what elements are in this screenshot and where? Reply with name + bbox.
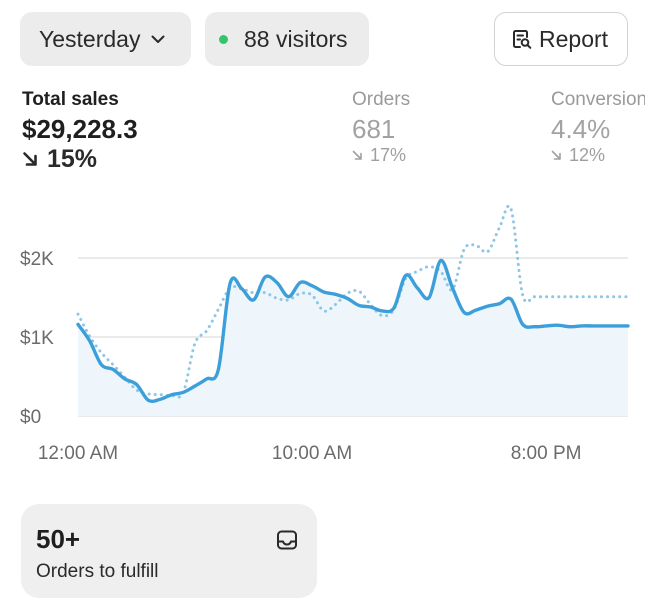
report-button[interactable]: Report	[494, 12, 628, 66]
orders-to-fulfill-card[interactable]: 50+ Orders to fulfill	[21, 504, 317, 598]
current-series-line	[76, 258, 630, 403]
metric-conversion[interactable]: Conversion 4.4% 12%	[551, 88, 645, 166]
report-search-icon	[511, 28, 533, 50]
metric-value: 681	[352, 114, 396, 144]
x-tick-label: 12:00 AM	[38, 443, 118, 464]
date-range-dropdown[interactable]: Yesterday	[20, 12, 191, 66]
y-tick-label: $1K	[20, 328, 54, 349]
fulfill-count: 50+	[36, 524, 81, 554]
live-status-dot	[219, 34, 228, 44]
metric-label: Orders	[352, 89, 411, 110]
metric-value: 4.4%	[551, 114, 611, 144]
metric-delta: 15%	[22, 145, 138, 174]
metric-delta: 12%	[551, 145, 645, 166]
metric-label: Total sales	[22, 89, 119, 110]
sales-line-chart[interactable]: $0 $1K $2K 12:00 AM 10:00 AM 8:00 PM	[0, 200, 645, 480]
x-tick-label: 10:00 AM	[272, 443, 352, 464]
arrow-down-right-icon	[23, 152, 37, 166]
metric-delta: 17%	[352, 145, 410, 166]
metric-value: $29,228.3	[22, 114, 138, 144]
visitors-label: 88 visitors	[244, 25, 348, 52]
comparison-series-line	[76, 204, 630, 399]
y-tick-label: $0	[20, 407, 41, 428]
chevron-down-icon	[151, 35, 165, 44]
metric-orders[interactable]: Orders 681 17%	[352, 88, 410, 166]
x-tick-label: 8:00 PM	[511, 443, 582, 464]
arrow-down-right-icon	[352, 150, 362, 160]
metric-delta-value: 17%	[370, 145, 407, 165]
metric-delta-value: 12%	[569, 145, 606, 165]
report-label: Report	[539, 25, 609, 52]
metric-delta-value: 15%	[47, 145, 98, 173]
fulfill-label: Orders to fulfill	[36, 561, 159, 582]
metric-label: Conversion	[551, 89, 645, 110]
sales-area-fill	[78, 260, 628, 416]
live-visitors-pill[interactable]: 88 visitors	[205, 12, 369, 66]
y-tick-label: $2K	[20, 249, 54, 270]
metric-total-sales[interactable]: Total sales $29,228.3 15%	[22, 88, 138, 174]
arrow-down-right-icon	[551, 150, 561, 160]
inbox-icon	[277, 530, 297, 550]
date-range-label: Yesterday	[39, 25, 141, 52]
